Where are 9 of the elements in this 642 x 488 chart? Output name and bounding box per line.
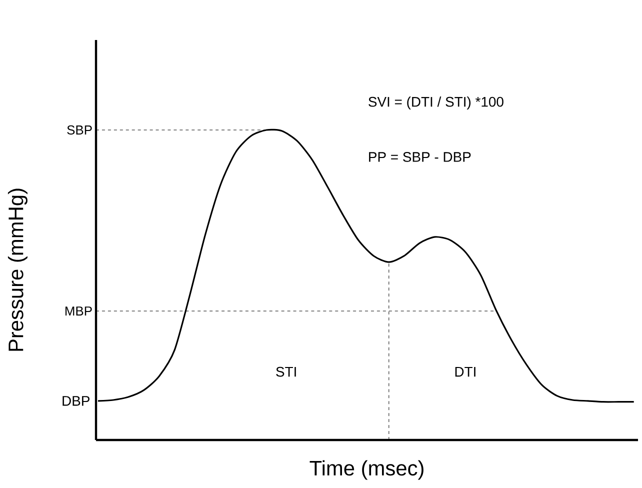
y-axis-title: Pressure (mmHg) bbox=[8, 188, 28, 351]
text: SVI = (DTI / STI) *100 bbox=[368, 96, 504, 110]
ref-line-label: SBP bbox=[67, 125, 92, 135]
ref-line-label: MBP bbox=[65, 306, 92, 316]
annotation: DTI bbox=[455, 366, 476, 377]
text: DBP bbox=[62, 396, 90, 406]
annotation: STI bbox=[276, 366, 296, 377]
annotation: PP = SBP - DBP bbox=[369, 152, 471, 162]
x-axis-title: Time (msec) bbox=[310, 460, 424, 480]
